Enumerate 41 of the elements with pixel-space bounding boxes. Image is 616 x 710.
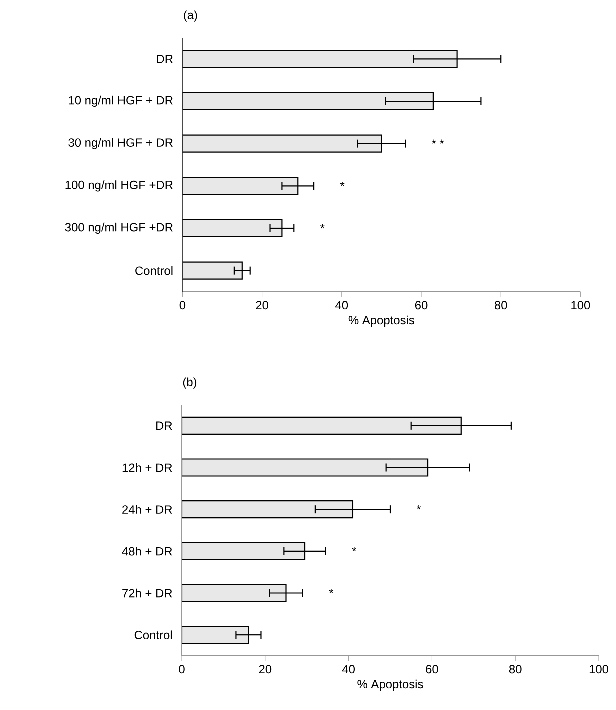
y-tick-label: 300 ng/ml HGF +DR [65, 222, 173, 234]
x-tick-label: 20 [256, 301, 268, 310]
x-tick-label: 40 [342, 665, 355, 674]
x-axis-title: % Apoptosis [348, 316, 414, 327]
bar [182, 626, 250, 644]
chart-title: (a) [184, 10, 198, 22]
x-tick-label: 20 [259, 665, 272, 674]
x-tick-label: 100 [572, 301, 590, 310]
x-tick-label: 100 [590, 665, 609, 674]
bar [182, 416, 462, 435]
y-tick-label: Control [134, 630, 172, 640]
bar [182, 542, 306, 560]
chart-title: (b) [183, 378, 197, 389]
x-tick-label: 60 [415, 301, 428, 310]
y-tick-label: 30 ng/ml HGF + DR [68, 138, 173, 150]
y-tick-label: Control [136, 266, 173, 276]
y-tick-label: DR [156, 422, 172, 430]
annotation: * [340, 182, 345, 186]
bar [182, 500, 354, 519]
bar [182, 50, 458, 68]
annotation: * [320, 224, 325, 229]
x-tick-label: 0 [179, 665, 185, 674]
x-tick-label: 0 [180, 301, 186, 310]
annotation: * * [432, 140, 444, 144]
x-tick-label: 60 [426, 665, 438, 674]
y-tick-label: 24h + DR [122, 505, 172, 514]
x-tick-label: 40 [336, 301, 348, 310]
y-tick-label: 48h + DR [122, 547, 172, 556]
y-tick-label: DR [157, 55, 173, 64]
x-axis-title: % Apoptosis [358, 680, 424, 691]
annotation: * [329, 589, 334, 594]
y-tick-label: 72h + DR [122, 588, 172, 598]
x-tick-label: 80 [494, 301, 508, 310]
y-tick-label: 12h + DR [122, 463, 172, 472]
bar [182, 584, 287, 602]
annotation: * [352, 547, 357, 552]
annotation: * [416, 505, 422, 510]
bar [182, 458, 429, 477]
y-tick-label: 100 ng/ml HGF +DR [66, 180, 173, 192]
x-tick-label: 80 [509, 665, 522, 674]
y-tick-label: 10 ng/ml HGF + DR [69, 96, 173, 108]
